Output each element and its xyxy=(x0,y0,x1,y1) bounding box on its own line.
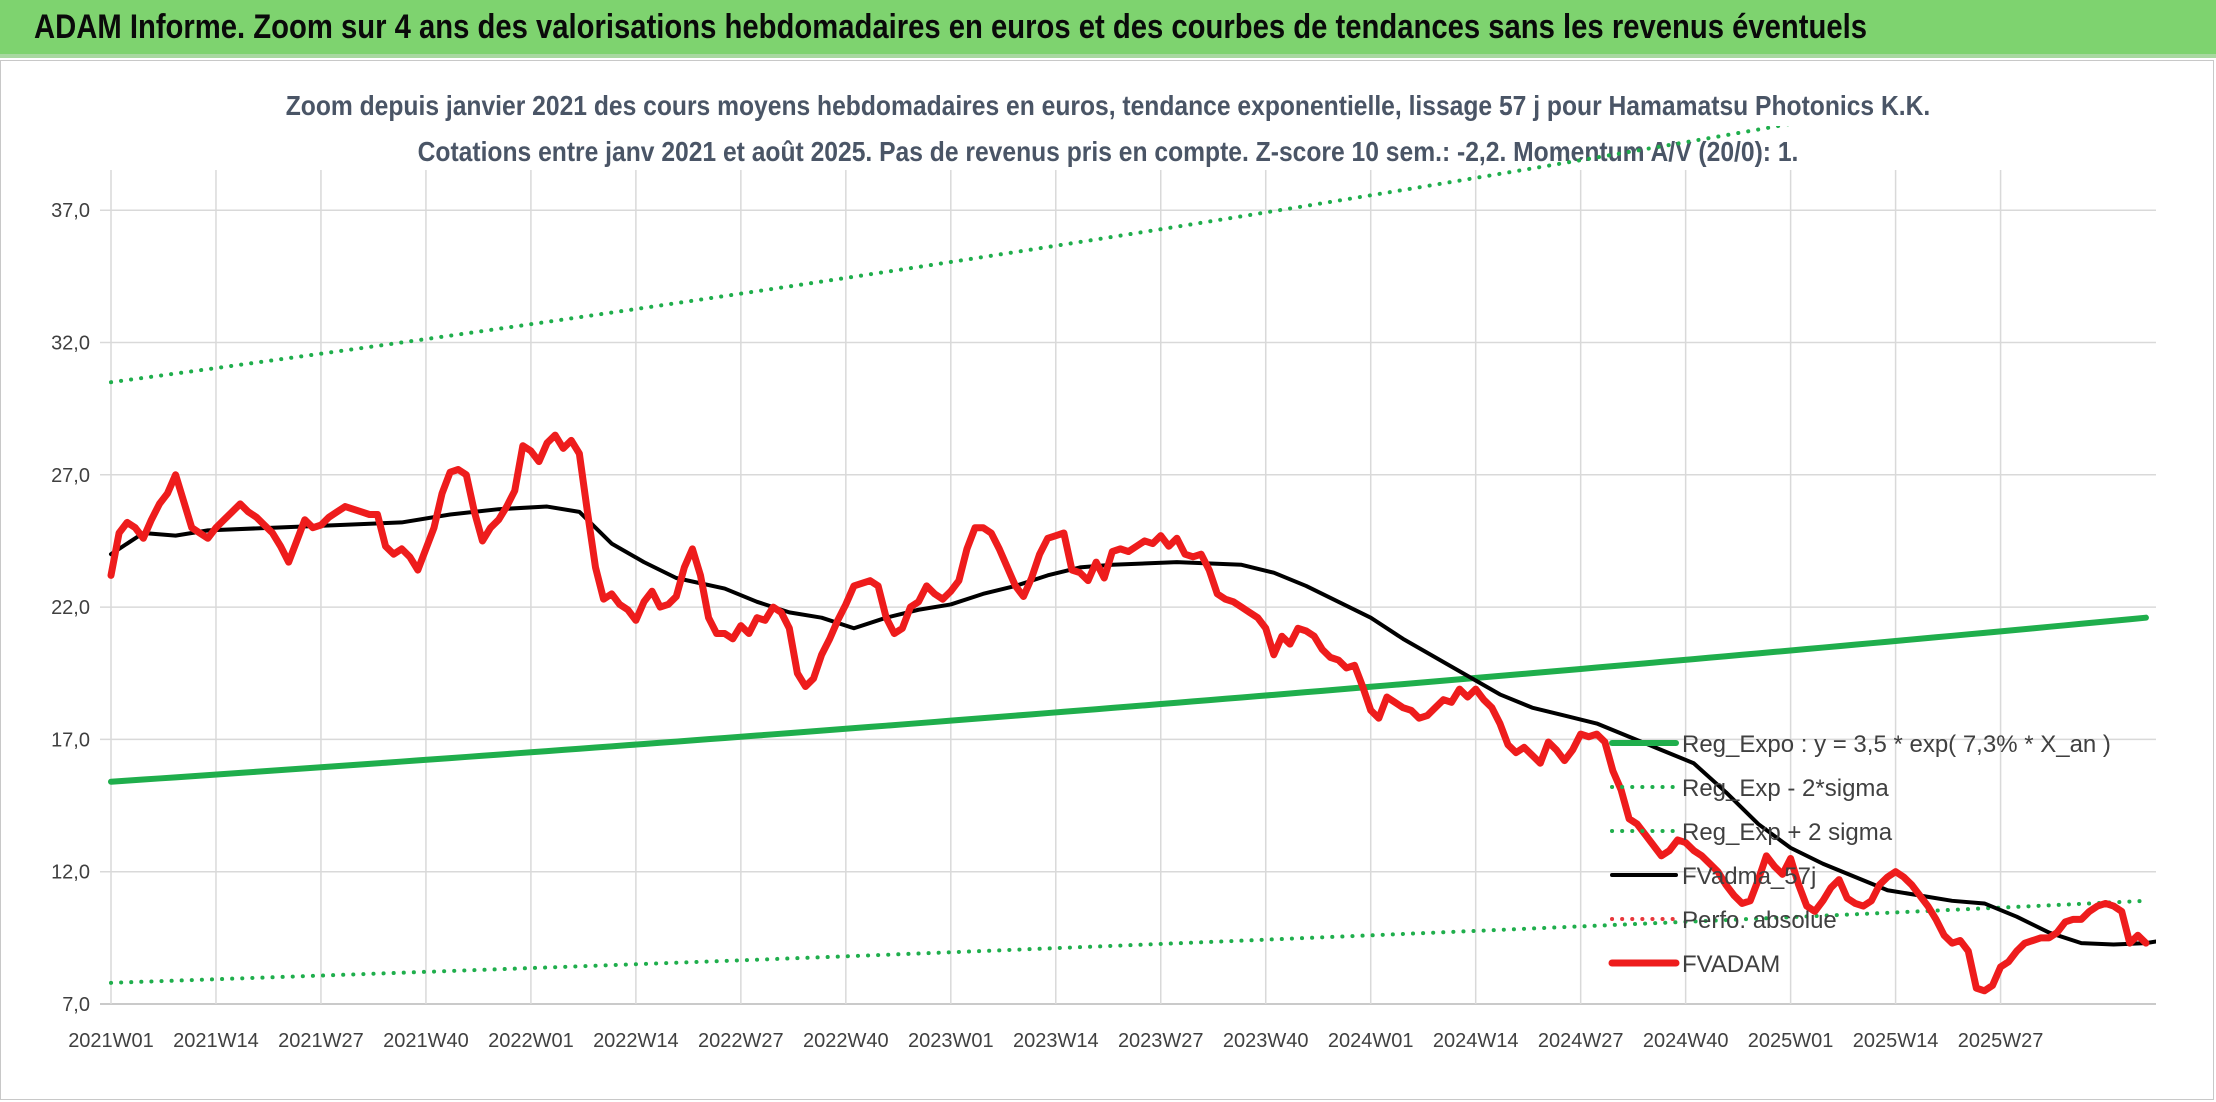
x-tick-label: 2024W01 xyxy=(1328,1030,1414,1052)
x-tick-label: 2023W01 xyxy=(908,1030,994,1052)
y-tick-label: 17,0 xyxy=(51,729,90,751)
y-tick-label: 22,0 xyxy=(51,597,90,619)
y-tick-label: 12,0 xyxy=(51,862,90,884)
y-tick-label: 27,0 xyxy=(51,465,90,487)
x-tick-label: 2023W14 xyxy=(1013,1030,1099,1052)
x-tick-label: 2021W40 xyxy=(383,1030,469,1052)
x-tick-label: 2024W40 xyxy=(1643,1030,1729,1052)
chart-title: Zoom depuis janvier 2021 des cours moyen… xyxy=(285,90,1931,121)
x-tick-label: 2025W14 xyxy=(1853,1030,1939,1052)
x-tick-label: 2021W01 xyxy=(68,1030,154,1052)
x-tick-label: 2021W14 xyxy=(173,1030,259,1052)
legend-label-4: FVadma_57j xyxy=(1682,863,1816,890)
y-tick-label: 32,0 xyxy=(51,333,90,355)
x-tick-label: 2022W14 xyxy=(593,1030,679,1052)
legend-label-5: Perfo. absolue xyxy=(1682,907,1837,934)
chart-frame xyxy=(0,60,2214,1100)
grid xyxy=(100,170,2156,1005)
x-tick-label: 2023W40 xyxy=(1223,1030,1309,1052)
y-tick-label: 7,0 xyxy=(62,994,90,1016)
legend: Reg_Expo : y = 3,5 * exp( 7,3% * X_an ) R… xyxy=(1608,731,2111,978)
x-tick-label: 2025W27 xyxy=(1958,1030,2044,1052)
banner: ADAM Informe. Zoom sur 4 ans des valoris… xyxy=(0,0,2216,58)
series-line-1 xyxy=(108,614,2149,785)
legend-label-2: Reg_Exp - 2*sigma xyxy=(1682,775,1889,802)
series-line-6 xyxy=(107,431,2150,995)
x-tick-label: 2023W27 xyxy=(1118,1030,1204,1052)
x-tick-label: 2022W01 xyxy=(488,1030,574,1052)
x-tick-label: 2025W01 xyxy=(1748,1030,1834,1052)
y-tick-label: 37,0 xyxy=(51,200,90,222)
x-tick-label: 2022W40 xyxy=(803,1030,889,1052)
x-tick-label: 2024W14 xyxy=(1433,1030,1519,1052)
x-tick-label: 2022W27 xyxy=(698,1030,784,1052)
series-line-4 xyxy=(109,504,2156,947)
y-axis: 7,0 12,0 17,0 22,0 27,0 32,0 37,0 xyxy=(51,200,90,1016)
x-tick-label: 2024W27 xyxy=(1538,1030,1624,1052)
legend-label-6: FVADAM xyxy=(1682,951,1780,978)
legend-label-1: Reg_Expo : y = 3,5 * exp( 7,3% * X_an ) xyxy=(1682,731,2111,758)
legend-label-3: Reg_Exp + 2 sigma xyxy=(1682,819,1893,846)
series-group xyxy=(107,126,2156,995)
x-tick-label: 2021W27 xyxy=(278,1030,364,1052)
banner-title: ADAM Informe. Zoom sur 4 ans des valoris… xyxy=(34,8,1867,46)
series-line-2 xyxy=(109,898,2148,985)
x-axis: 2021W01 2021W14 2021W27 2021W40 2022W01 2022W… xyxy=(68,1030,2043,1052)
series-line-3 xyxy=(109,126,1790,385)
